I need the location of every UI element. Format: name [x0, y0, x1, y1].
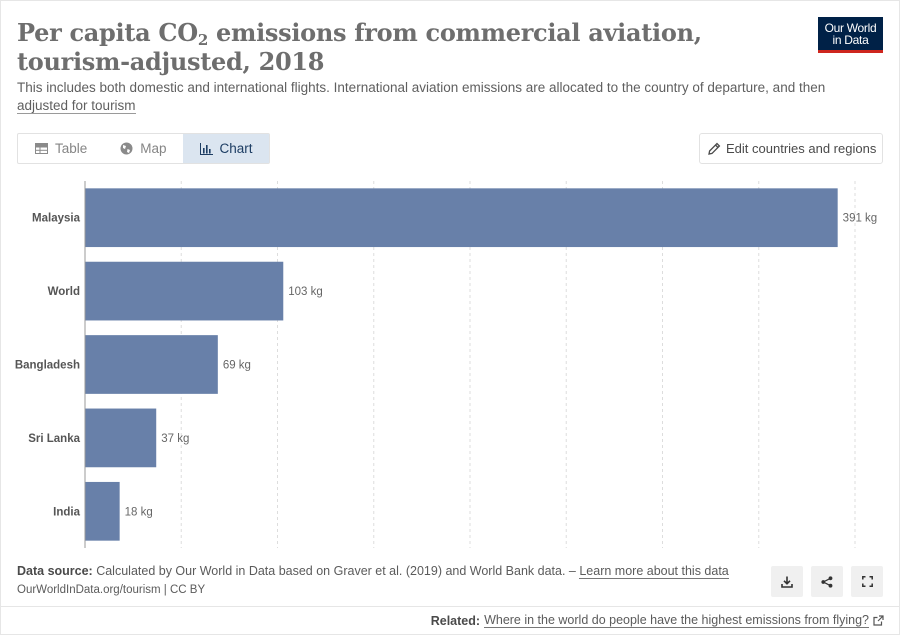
footer-divider: [1, 606, 899, 607]
external-link-icon: [873, 615, 884, 626]
related-chart: Related: Where in the world do people ha…: [431, 613, 884, 628]
owid-logo[interactable]: Our World in Data: [818, 17, 883, 53]
category-label: World: [48, 286, 80, 298]
edit-countries-button[interactable]: Edit countries and regions: [699, 133, 883, 164]
tab-map[interactable]: Map: [103, 134, 182, 163]
chart-title: Per capita CO2 emissions from commercial…: [17, 18, 702, 76]
value-label: 37 kg: [161, 433, 189, 445]
pencil-icon: [708, 142, 721, 155]
tab-table[interactable]: Table: [18, 134, 103, 163]
logo-accent-bar: [818, 50, 883, 53]
download-button[interactable]: [771, 566, 803, 597]
category-label: India: [53, 506, 80, 518]
data-source: Data source: Calculated by Our World in …: [17, 564, 729, 579]
learn-more-link[interactable]: Learn more about this data: [579, 564, 729, 579]
bar-bangladesh: [85, 335, 218, 394]
license-text: OurWorldInData.org/tourism | CC BY: [17, 584, 206, 596]
value-label: 69 kg: [223, 360, 251, 372]
value-label: 391 kg: [843, 213, 878, 225]
chart-subtitle: This includes both domestic and internat…: [17, 80, 826, 114]
download-icon: [781, 576, 793, 588]
related-chart-link[interactable]: Where in the world do people have the hi…: [484, 613, 869, 628]
view-tabs: Table Map Chart: [17, 133, 270, 164]
fullscreen-button[interactable]: [851, 566, 883, 597]
bar-world: [85, 261, 284, 321]
share-icon: [821, 575, 833, 588]
table-icon: [35, 143, 48, 154]
category-label: Malaysia: [32, 213, 81, 225]
value-label: 103 kg: [288, 286, 323, 298]
tourism-adjustment-link[interactable]: adjusted for tourism: [17, 98, 136, 114]
share-button[interactable]: [811, 566, 843, 597]
bar-sri-lanka: [85, 408, 157, 468]
bar-india: [85, 481, 120, 541]
tab-chart[interactable]: Chart: [182, 134, 269, 163]
globe-icon: [120, 142, 133, 155]
bar-malaysia: [85, 188, 838, 248]
value-label: 18 kg: [125, 506, 153, 518]
bar-chart: Malaysia 391 kg World 103 kg Bangladesh 69 kg…: [15, 181, 878, 548]
category-label: Sri Lanka: [28, 433, 80, 445]
category-label: Bangladesh: [15, 360, 80, 372]
fullscreen-icon: [861, 576, 873, 587]
chart-icon: [199, 142, 213, 155]
